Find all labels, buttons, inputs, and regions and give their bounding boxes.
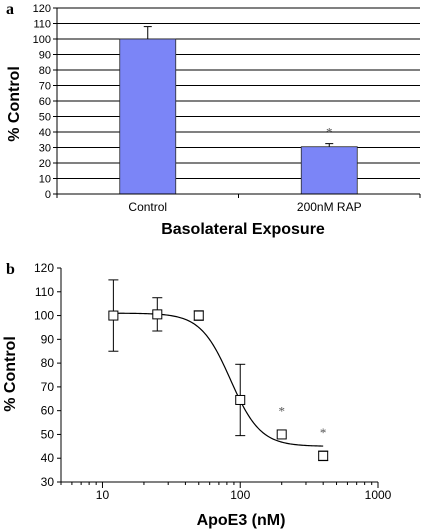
y-tick-label: 120 [34, 261, 54, 275]
panel-b-y-tick-labels: 30 40 50 60 70 80 90 100 110 120 [34, 261, 54, 489]
significance-marker: * [320, 425, 327, 440]
y-tick-label: 70 [39, 81, 51, 93]
y-tick-label: 110 [35, 285, 54, 299]
panel-a-axes [53, 7, 421, 198]
y-tick-label: 80 [41, 356, 55, 370]
y-tick-label: 50 [41, 427, 55, 441]
data-point [108, 310, 119, 321]
bar [300, 146, 358, 195]
y-tick-label: 100 [33, 34, 51, 46]
panel-b-axes [57, 267, 379, 488]
significance-marker: * [278, 403, 285, 418]
x-tick-label: 1000 [365, 488, 392, 502]
y-tick-label: 0 [45, 189, 51, 201]
panel-a-x-tick-labels: Control 200nM RAP [128, 200, 361, 214]
y-tick-label: 20 [39, 158, 51, 170]
data-point [152, 309, 163, 320]
y-tick-label: 110 [33, 19, 51, 31]
panel-a-y-tick-labels: 0 10 20 30 40 50 60 70 80 90 100 110 120 [33, 3, 51, 201]
panel-a-y-axis-title: % Control [6, 66, 23, 142]
panel-b-y-axis-title: % Control [2, 336, 19, 412]
panel-b-fit-curve [113, 312, 324, 447]
x-tick-label: 200nM RAP [297, 200, 362, 214]
y-tick-label: 70 [41, 380, 55, 394]
y-tick-label: 60 [41, 404, 55, 418]
significance-marker: * [326, 125, 333, 140]
y-tick-label: 80 [39, 65, 51, 77]
data-point [318, 450, 329, 461]
data-point [276, 429, 287, 440]
y-tick-label: 90 [39, 50, 51, 62]
panel-b-data-points: ** [108, 279, 329, 462]
x-tick-label: 100 [230, 488, 250, 502]
panel-a: a * 0 10 20 30 40 50 60 70 80 90 100 110 120 Control… [6, 1, 421, 238]
x-tick-label: Control [128, 200, 167, 214]
y-tick-label: 30 [39, 143, 51, 155]
y-tick-label: 90 [41, 332, 55, 346]
panel-a-bars: * [119, 26, 358, 195]
y-tick-label: 50 [39, 112, 51, 124]
y-tick-label: 40 [41, 451, 55, 465]
x-tick-label: 10 [96, 488, 110, 502]
y-tick-label: 30 [41, 475, 55, 489]
panel-a-gridlines [57, 7, 420, 179]
data-point [235, 394, 246, 405]
y-tick-label: 60 [39, 96, 51, 108]
y-tick-label: 10 [39, 174, 51, 186]
panel-b-label: b [6, 261, 15, 278]
y-tick-label: 120 [33, 3, 51, 15]
panel-b-x-axis-title: ApoE3 (nM) [197, 512, 286, 529]
panel-a-label: a [6, 1, 14, 18]
bar [119, 38, 177, 195]
y-tick-label: 40 [39, 127, 51, 139]
data-point [193, 310, 204, 321]
panel-b-x-tick-labels: 10 100 1000 [96, 488, 392, 502]
y-tick-label: 100 [34, 309, 54, 323]
panel-a-x-axis-title: Basolateral Exposure [161, 221, 325, 238]
